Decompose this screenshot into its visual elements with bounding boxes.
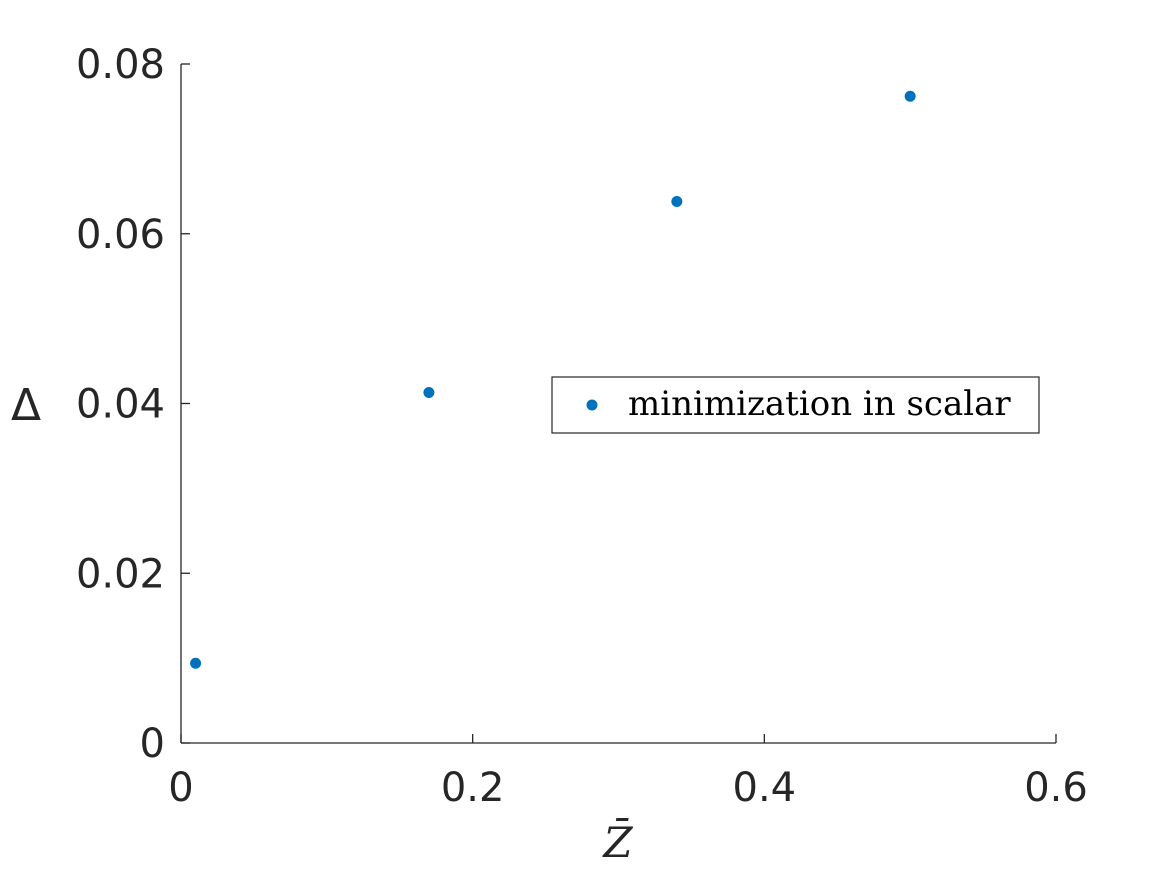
y-tick-label: 0.04: [76, 382, 165, 428]
legend: minimization in scalar: [551, 376, 1040, 434]
legend-box: [551, 376, 1040, 434]
y-tick-label: 0.06: [76, 212, 165, 258]
data-point: [423, 386, 435, 398]
x-ticks: 0 0.2 0.4 0.6: [168, 734, 1088, 811]
data-point: [671, 195, 683, 207]
data-point: [190, 657, 202, 669]
y-tick-label: 0.02: [76, 551, 165, 597]
x-tick-label: 0.4: [733, 765, 797, 811]
legend-marker: [586, 399, 598, 411]
x-tick-label: 0: [168, 765, 193, 811]
legend-label: minimization in scalar: [628, 384, 1011, 424]
data-points: [190, 90, 916, 669]
data-point: [904, 90, 916, 102]
x-axis-label: Z̄: [601, 816, 633, 867]
y-ticks: 0 0.02 0.04 0.06 0.08: [76, 42, 190, 767]
x-tick-label: 0.6: [1024, 765, 1088, 811]
x-tick-label: 0.2: [441, 765, 505, 811]
y-tick-label: 0.08: [76, 42, 165, 88]
y-tick-label: 0: [140, 721, 165, 767]
y-axis-label: Δ: [11, 380, 41, 431]
